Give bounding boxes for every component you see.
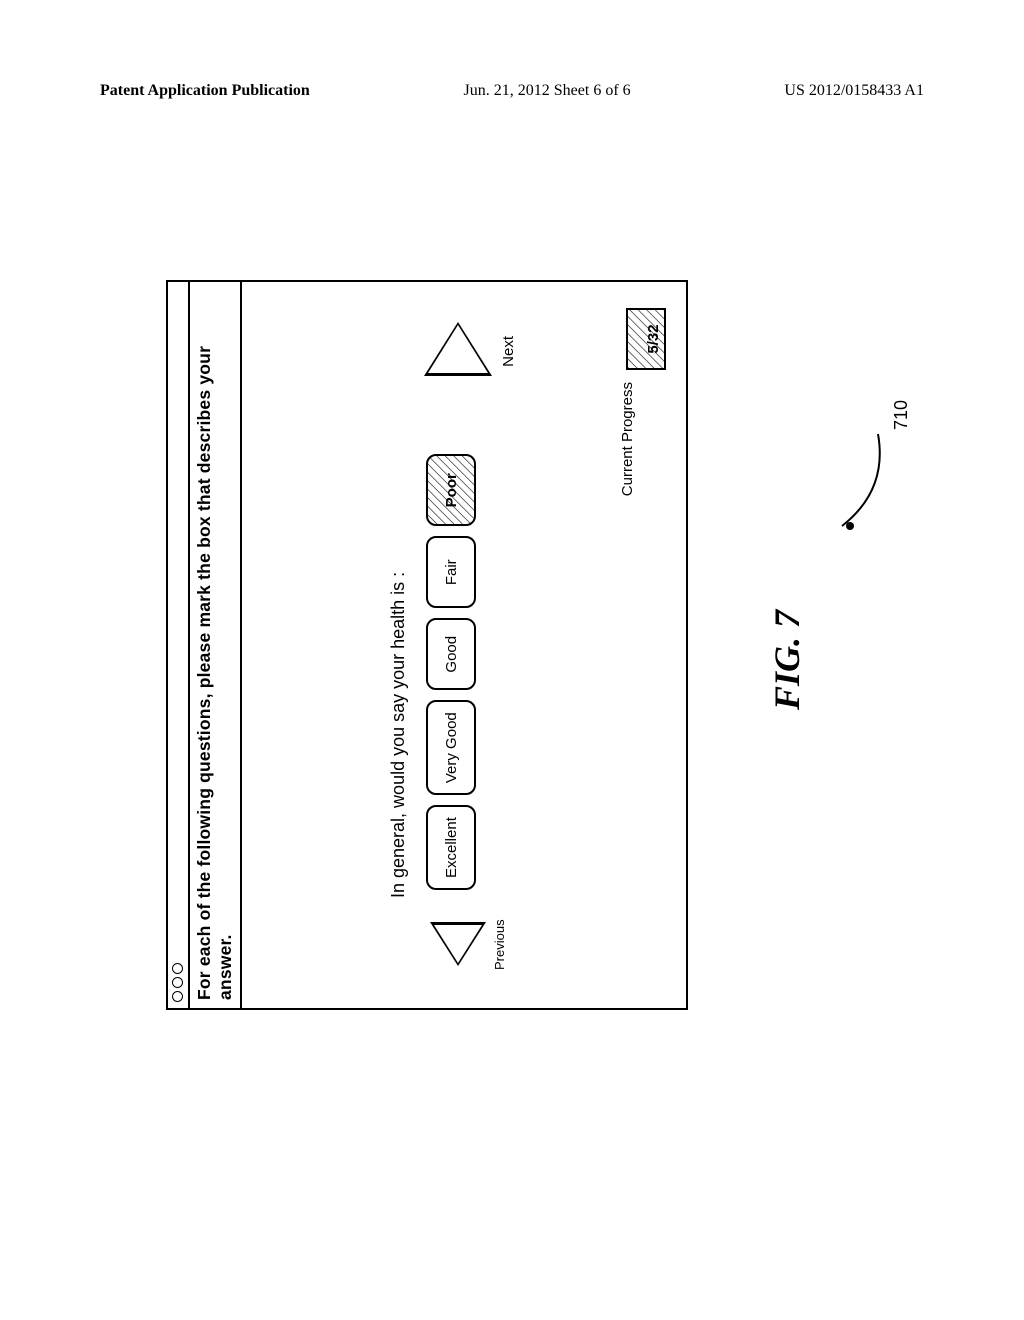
option-very-good[interactable]: Very Good [426, 700, 476, 795]
instruction-bar: For each of the following questions, ple… [188, 282, 242, 1008]
header-right: US 2012/0158433 A1 [784, 82, 924, 100]
reference-numeral: 710 [891, 400, 912, 430]
option-good[interactable]: Good [426, 618, 476, 690]
header-left: Patent Application Publication [100, 82, 310, 100]
next-arrow-inner [428, 325, 488, 373]
options-row: Excellent Very Good Good Fair Poor [426, 454, 476, 890]
question-text: In general, would you say your health is… [388, 572, 409, 898]
window-dot-icon [172, 977, 183, 988]
figure-caption: FIG. 7 [766, 610, 808, 710]
window-controls [172, 963, 183, 1002]
option-poor[interactable]: Poor [426, 454, 476, 526]
header-mid: Jun. 21, 2012 Sheet 6 of 6 [464, 82, 631, 100]
window-dot-icon [172, 991, 183, 1002]
option-excellent[interactable]: Excellent [426, 805, 476, 890]
next-label: Next [500, 336, 517, 367]
previous-arrow-inner [434, 925, 482, 963]
page-header: Patent Application Publication Jun. 21, … [100, 82, 924, 100]
leader-curve [838, 430, 898, 530]
window-dot-icon [172, 963, 183, 974]
previous-label: Previous [492, 919, 507, 970]
figure-container: For each of the following questions, ple… [166, 250, 842, 1010]
progress-value: 5/32 [628, 310, 664, 368]
option-fair[interactable]: Fair [426, 536, 476, 608]
rotated-figure: For each of the following questions, ple… [166, 250, 842, 1010]
progress-box: 5/32 [626, 308, 666, 370]
instruction-text: For each of the following questions, ple… [194, 282, 236, 1000]
screen-box: For each of the following questions, ple… [166, 280, 688, 1010]
progress-label: Current Progress [619, 382, 636, 496]
